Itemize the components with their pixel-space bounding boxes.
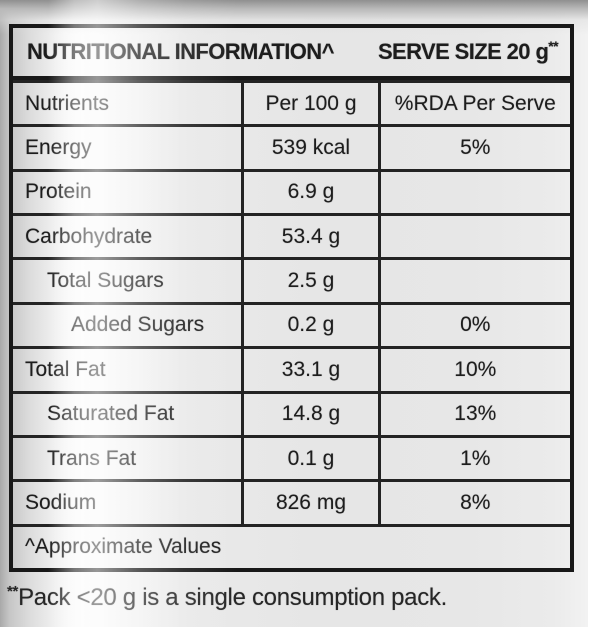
nutrient-name: Sodium: [25, 490, 97, 514]
serve-size-label: SERVE SIZE 20 g: [377, 39, 549, 64]
column-header-nutrients: Nutrients: [25, 91, 110, 115]
per-100g-value: 33.1 g: [241, 349, 381, 391]
per-100g-value: 6.9 g: [241, 171, 381, 214]
table-row-trans-fat: Trans Fat 0.1 g 1%: [13, 434, 570, 480]
table-row-energy: Energy 539 kcal 5%: [13, 124, 570, 169]
per-100g-value: 826 mg: [241, 482, 381, 524]
serve-size-marker: **: [548, 38, 558, 54]
rda-value: 1%: [460, 446, 491, 470]
nutrient-name: Saturated Fat: [47, 402, 175, 426]
table-row-total-sugars: Total Sugars 2.5 g: [13, 257, 570, 302]
nutrient-name: Protein: [25, 180, 92, 204]
per-100g-value: 14.8 g: [241, 393, 381, 435]
rda-value: 8%: [460, 490, 491, 514]
per-100g-value: 0.2 g: [241, 304, 381, 347]
rda-value: [381, 172, 570, 213]
nutrient-name: Added Sugars: [71, 313, 205, 337]
column-header-rda-per-serve: %RDA Per Serve: [394, 91, 556, 115]
footnote-marker: **: [7, 583, 19, 600]
per-100g-value: 0.1 g: [241, 437, 381, 480]
table-row-saturated-fat: Saturated Fat 14.8 g 13%: [13, 390, 570, 435]
table-row-sodium: Sodium 826 mg 8%: [13, 479, 570, 524]
per-100g-value: 2.5 g: [241, 260, 381, 302]
rda-value: [381, 260, 570, 301]
column-header-per-100g: Per 100 g: [241, 83, 381, 125]
footnote-text: Pack <20 g is a single consumption pack.: [18, 584, 447, 611]
rda-value: 5%: [460, 136, 491, 160]
nutrient-name: Total Sugars: [47, 269, 164, 293]
per-100g-value: 539 kcal: [241, 127, 381, 169]
column-header-row: Nutrients Per 100 g %RDA Per Serve: [13, 80, 570, 125]
table-row-total-fat: Total Fat 33.1 g 10%: [13, 346, 570, 391]
per-100g-value: 53.4 g: [241, 216, 381, 258]
nutrient-name: Trans Fat: [47, 446, 137, 470]
pack-size-footnote: **Pack <20 g is a single consumption pac…: [7, 584, 582, 612]
approximate-values-note: ^Approximate Values: [13, 523, 570, 568]
table-row-carbohydrate: Carbohydrate 53.4 g: [13, 213, 570, 258]
table-row-added-sugars: Added Sugars 0.2 g 0%: [13, 301, 570, 347]
nutrient-name: Energy: [25, 136, 92, 160]
rda-value: [381, 216, 570, 257]
serve-size: SERVE SIZE 20 g**: [377, 38, 559, 65]
table-row-protein: Protein 6.9 g: [13, 168, 570, 214]
table-title: NUTRITIONAL INFORMATION^: [27, 39, 334, 64]
table-title-row: NUTRITIONAL INFORMATION^ SERVE SIZE 20 g…: [13, 28, 570, 80]
rda-value: 0%: [460, 313, 491, 337]
nutrition-information-table: NUTRITIONAL INFORMATION^ SERVE SIZE 20 g…: [9, 24, 574, 572]
nutrient-name: Carbohydrate: [25, 224, 153, 248]
rda-value: 10%: [454, 357, 497, 381]
nutrient-name: Total Fat: [25, 357, 106, 381]
rda-value: 13%: [454, 402, 497, 426]
